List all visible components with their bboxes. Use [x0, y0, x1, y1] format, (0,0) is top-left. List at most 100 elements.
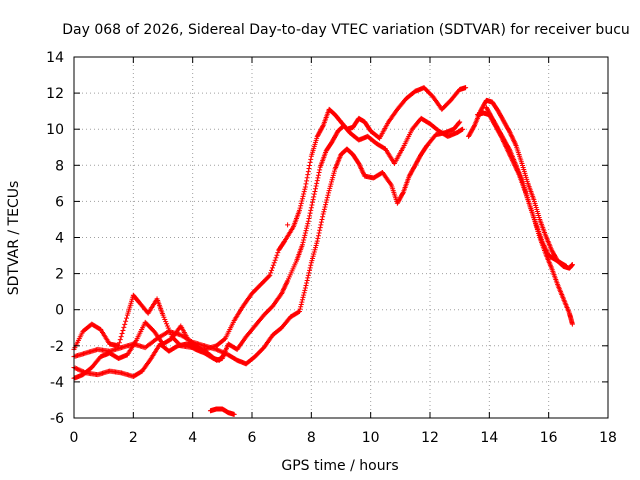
y-tick-label: -6 — [50, 411, 64, 427]
data-point — [298, 203, 304, 209]
data-point — [312, 186, 318, 192]
data-point — [300, 239, 306, 245]
chart-title: Day 068 of 2026, Sidereal Day-to-day VTE… — [62, 22, 630, 38]
data-point — [569, 321, 575, 327]
data-point — [123, 318, 129, 324]
data-point — [308, 205, 314, 211]
x-tick-label: 8 — [307, 430, 316, 446]
series-track-e — [207, 406, 237, 417]
data-point — [298, 200, 304, 206]
data-point — [303, 283, 309, 289]
data-point — [305, 272, 311, 278]
data-point — [302, 285, 308, 291]
data-point — [322, 204, 328, 210]
data-point — [324, 195, 330, 201]
data-point — [400, 190, 406, 196]
y-tick-label: 12 — [46, 86, 64, 102]
data-point — [297, 205, 303, 211]
data-point — [273, 255, 279, 261]
data-point — [299, 242, 305, 248]
data-point — [312, 188, 318, 194]
series-track-c — [71, 119, 463, 367]
data-point — [299, 198, 305, 204]
data-point — [266, 273, 272, 279]
data-point — [313, 183, 319, 189]
data-point — [308, 207, 314, 213]
x-tick-label: 12 — [421, 430, 439, 446]
data-point — [315, 233, 321, 239]
x-tick-label: 10 — [362, 430, 380, 446]
data-point — [271, 260, 277, 266]
data-point — [221, 336, 227, 342]
data-point — [306, 166, 312, 172]
data-point — [298, 301, 304, 307]
data-point — [314, 238, 320, 244]
data-point — [304, 178, 310, 184]
data-point — [275, 250, 281, 256]
data-point — [301, 191, 307, 197]
y-tick-label: -4 — [50, 375, 64, 391]
data-point — [320, 214, 326, 220]
x-tick-label: 0 — [70, 430, 79, 446]
data-point — [305, 172, 311, 178]
data-point — [457, 119, 463, 125]
x-tick-label: 6 — [248, 430, 257, 446]
data-point — [302, 232, 308, 238]
data-point — [274, 252, 280, 258]
data-point — [222, 351, 228, 357]
data-marks — [71, 85, 575, 417]
data-point — [569, 262, 575, 268]
data-point — [306, 270, 312, 276]
data-point — [306, 216, 312, 222]
data-point — [117, 337, 123, 343]
y-tick-label: 6 — [55, 194, 64, 210]
data-point — [269, 265, 275, 271]
data-point — [231, 411, 237, 417]
data-point — [124, 315, 130, 321]
x-tick-label: 2 — [129, 430, 138, 446]
data-point — [302, 184, 308, 190]
data-point — [311, 194, 317, 200]
data-point — [316, 230, 322, 236]
data-point — [121, 324, 127, 330]
data-point — [296, 309, 302, 315]
data-point — [299, 297, 305, 303]
data-point — [314, 178, 320, 184]
data-point — [311, 191, 317, 197]
data-point — [122, 321, 128, 327]
data-point — [315, 175, 321, 181]
y-tick-label: 2 — [55, 267, 64, 283]
data-point — [299, 299, 305, 305]
data-point — [298, 304, 304, 310]
data-point — [272, 257, 278, 263]
data-point — [270, 262, 276, 268]
data-point — [310, 199, 316, 205]
y-tick-label: 4 — [55, 231, 64, 247]
data-point — [563, 263, 569, 269]
data-point — [320, 211, 326, 217]
data-point — [302, 186, 308, 192]
data-point — [296, 309, 302, 315]
data-point — [301, 290, 307, 296]
x-tick-label: 16 — [540, 430, 558, 446]
data-point — [310, 197, 316, 203]
data-point — [119, 331, 125, 337]
data-point — [324, 197, 330, 203]
data-point — [307, 162, 313, 168]
data-point — [317, 225, 323, 231]
data-point — [301, 292, 307, 298]
data-point — [120, 327, 126, 333]
ticks-layer: 0 2 4 6 8 10 12 14 16 18 -6 -4 -2 0 2 4 6 8 10 12 14 — [46, 50, 617, 446]
series-track-h — [474, 110, 569, 269]
data-point — [299, 196, 305, 202]
data-point — [321, 206, 327, 212]
data-point — [456, 120, 462, 126]
data-point — [304, 225, 310, 231]
data-point — [302, 287, 308, 293]
data-point — [326, 190, 332, 196]
data-point — [305, 218, 311, 224]
data-point — [323, 199, 329, 205]
data-point — [319, 216, 325, 222]
data-point — [300, 294, 306, 300]
